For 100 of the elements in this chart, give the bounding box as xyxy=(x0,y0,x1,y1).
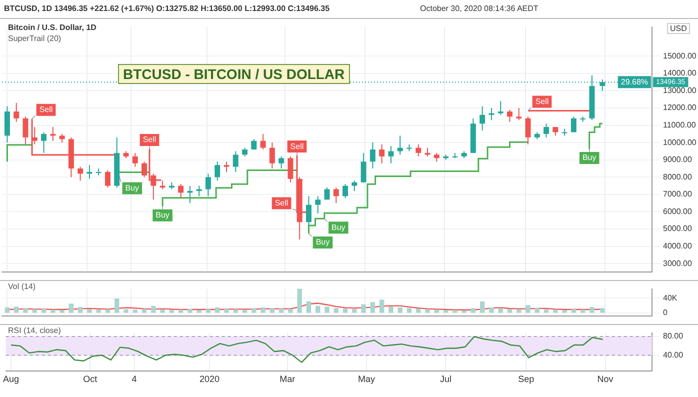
bar xyxy=(151,306,156,313)
bar xyxy=(534,308,540,313)
bar xyxy=(553,310,558,313)
bar xyxy=(188,308,192,313)
annotation: SuperTrail (20) xyxy=(8,34,62,43)
bar xyxy=(23,308,28,313)
annotation: Sell xyxy=(39,105,53,114)
bar xyxy=(580,310,586,313)
y-tick-label: 13000.00 xyxy=(663,86,697,95)
bar xyxy=(50,310,56,313)
candlestick xyxy=(269,142,275,170)
y-tick-label: 11000.00 xyxy=(663,120,696,130)
x-tick-label: May xyxy=(358,374,376,384)
bar xyxy=(562,310,567,313)
x-tick-label: Nov xyxy=(597,374,614,384)
x-tick-label: Sep xyxy=(518,374,534,384)
y-tick-label: 7000.00 xyxy=(663,190,692,199)
candlestick xyxy=(306,196,312,226)
y-tick-label: 0 xyxy=(663,308,668,318)
y-tick-label: 12000.00 xyxy=(663,103,697,112)
bar xyxy=(398,307,402,313)
text: October 30, 2020 08:14:36 AEDT xyxy=(420,4,538,13)
bar xyxy=(388,306,394,313)
candlestick xyxy=(570,116,576,133)
bar xyxy=(571,309,576,313)
bar xyxy=(4,307,10,313)
bar xyxy=(124,309,128,313)
bar xyxy=(132,310,138,313)
y-tick-label: 9000.00 xyxy=(663,155,692,164)
chart-title: RSI (14, close) xyxy=(8,326,61,335)
x-tick-label: 2020 xyxy=(200,374,220,384)
y-tick-label: 14000.00 xyxy=(663,68,697,78)
bar xyxy=(252,308,256,313)
candlestick xyxy=(178,184,184,198)
x-tick-label: Jul xyxy=(440,374,452,384)
x-tick-label: 4 xyxy=(132,374,137,384)
annotation: Buy xyxy=(125,184,140,193)
bar xyxy=(270,308,275,313)
y-tick-label: 5000.00 xyxy=(663,224,692,234)
annotation: Buy xyxy=(316,238,330,247)
y-tick-label: 15000.00 xyxy=(663,51,697,60)
candlestick xyxy=(342,184,348,198)
candlestick xyxy=(104,170,110,188)
bar xyxy=(416,308,421,313)
bar xyxy=(96,310,101,313)
bar xyxy=(297,288,302,313)
annotation: Sell xyxy=(142,135,156,144)
candlestick xyxy=(352,180,358,192)
bar xyxy=(306,301,312,313)
bar xyxy=(480,301,485,313)
candlestick xyxy=(324,187,330,200)
bar xyxy=(544,309,549,313)
annotation: Buy xyxy=(156,210,170,220)
bar xyxy=(434,310,439,313)
annotation: Sell xyxy=(535,96,549,106)
candlestick xyxy=(288,156,294,183)
candlestick xyxy=(525,116,531,145)
bar xyxy=(278,308,284,313)
bar xyxy=(406,308,412,313)
candlestick xyxy=(488,108,494,121)
candlestick xyxy=(516,108,522,121)
candlestick xyxy=(22,116,28,145)
bar xyxy=(78,306,83,313)
bar xyxy=(526,305,530,313)
y-tick-label: 40K xyxy=(663,293,678,302)
candlestick xyxy=(278,156,284,170)
bar xyxy=(600,308,605,313)
chart-subtitle: Bitcoin / U.S. Dollar, 1D xyxy=(8,23,96,32)
candlestick xyxy=(360,152,366,183)
bar xyxy=(68,304,74,313)
candlestick xyxy=(132,152,138,168)
bar xyxy=(498,308,503,313)
annotation: 29.68% xyxy=(620,77,648,86)
bar xyxy=(215,307,220,313)
bar xyxy=(324,306,330,313)
bar xyxy=(114,298,120,313)
candlestick xyxy=(379,144,385,164)
annotation: Buy xyxy=(331,222,346,232)
candlestick xyxy=(506,109,512,122)
x-tick-label: Aug xyxy=(3,374,20,384)
bar xyxy=(224,308,229,313)
bar xyxy=(105,309,110,313)
bar xyxy=(160,309,165,313)
candlestick xyxy=(315,196,321,214)
candlestick xyxy=(196,185,202,197)
annotation: Sell xyxy=(290,142,304,151)
bar xyxy=(242,310,248,313)
candlestick xyxy=(232,150,238,172)
y-tick-label: 8000.00 xyxy=(663,172,692,182)
text: BTCUSD, 1D 13496.35 +221.62 (+1.67%) O:13275.82 H:13650.00 L:12993.00 C:13496.35 xyxy=(4,4,330,13)
y-tick-label: 40.00 xyxy=(663,350,684,360)
candlestick xyxy=(544,123,550,138)
bar xyxy=(14,306,19,313)
y-tick-label: 6000.00 xyxy=(663,206,692,216)
bar xyxy=(87,309,92,313)
bar xyxy=(590,306,594,313)
bar xyxy=(178,310,184,313)
annotation: Sell xyxy=(274,198,288,208)
text: BTCUSD - BITCOIN / US DOLLAR xyxy=(118,64,350,84)
bar xyxy=(206,309,211,313)
